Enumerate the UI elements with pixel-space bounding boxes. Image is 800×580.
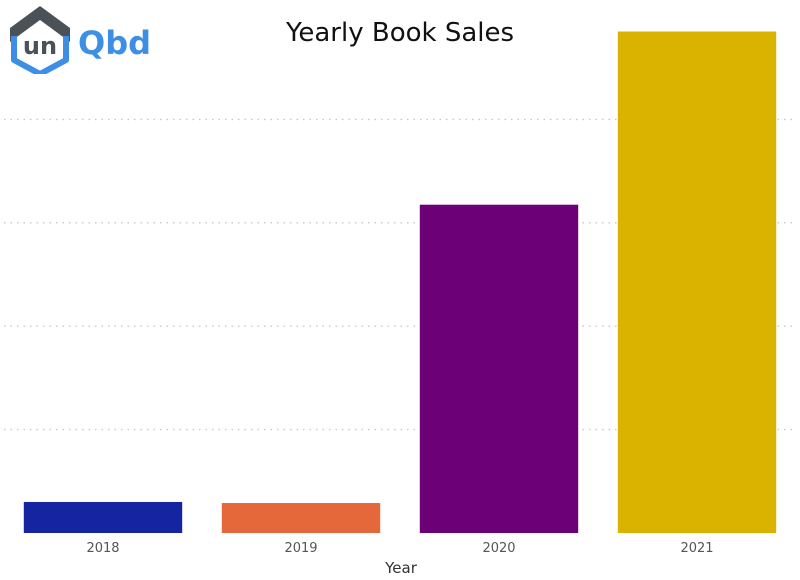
logo-text-left: un	[23, 32, 57, 60]
logo-text-right: Qbd	[78, 24, 151, 62]
chart-title: Yearly Book Sales	[285, 18, 515, 48]
bar-2018	[23, 501, 183, 533]
x-tick-label: 2021	[680, 541, 713, 556]
bars	[23, 31, 777, 533]
x-tick-label: 2020	[482, 541, 515, 556]
x-axis-label: Year	[384, 559, 418, 577]
unqbd-logo: un Qbd	[10, 6, 151, 74]
x-tick-label: 2018	[86, 541, 119, 556]
logo-mark	[10, 6, 70, 74]
x-tick-labels: 2018 2019 2020 2021	[86, 541, 713, 556]
bar-2019	[221, 503, 381, 533]
bar-2020	[419, 204, 579, 533]
bar-2021	[617, 31, 777, 533]
x-tick-label: 2019	[284, 541, 317, 556]
